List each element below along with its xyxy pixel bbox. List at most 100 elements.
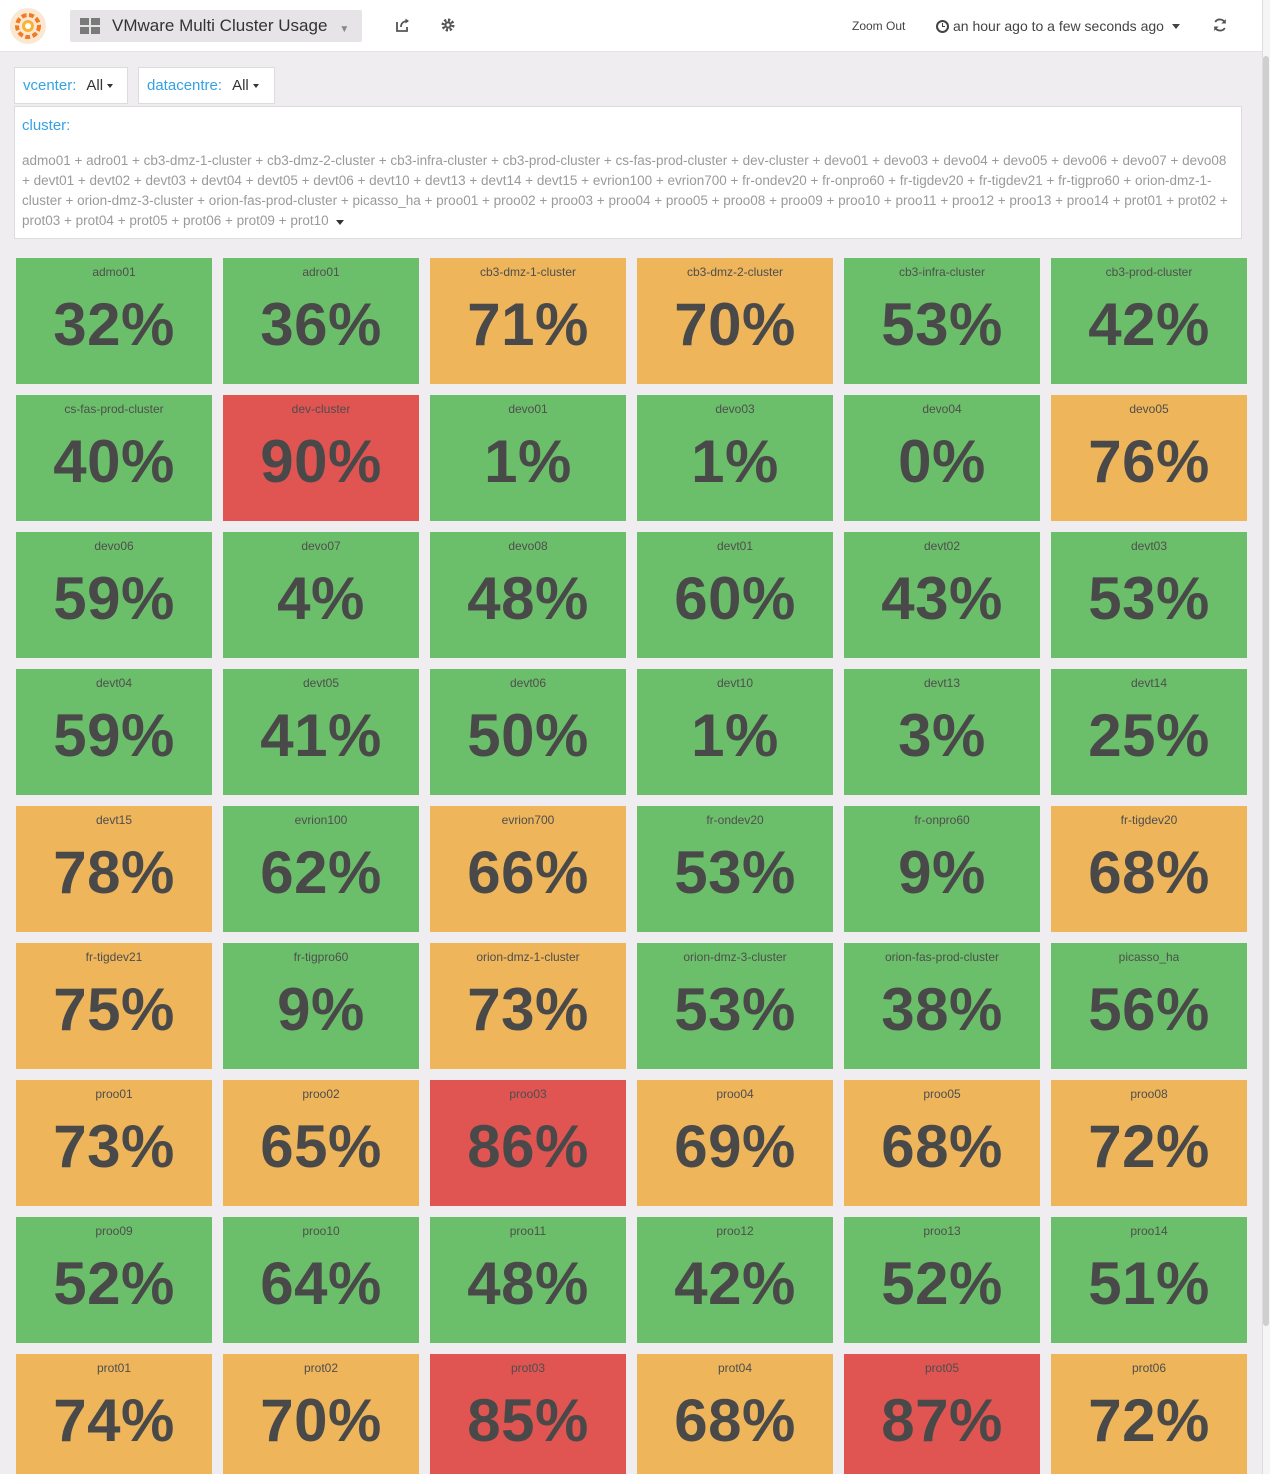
panel-title[interactable]: fr-ondev20: [706, 813, 764, 827]
singlestat-panel[interactable]: fr-ondev20 53%: [637, 806, 833, 932]
panel-title[interactable]: cb3-prod-cluster: [1105, 265, 1193, 279]
panel-title[interactable]: devt05: [302, 676, 340, 690]
singlestat-panel[interactable]: proo09 52%: [16, 1217, 212, 1343]
panel-title[interactable]: prot02: [303, 1361, 339, 1375]
panel-title[interactable]: proo12: [716, 1224, 754, 1238]
panel-title[interactable]: cs-fas-prod-cluster: [64, 402, 164, 416]
panel-title[interactable]: devo01: [508, 402, 548, 416]
panel-title[interactable]: proo13: [923, 1224, 961, 1238]
singlestat-panel[interactable]: fr-tigdev21 75%: [16, 943, 212, 1069]
share-button[interactable]: [392, 14, 414, 36]
panel-title[interactable]: devo07: [301, 539, 341, 553]
singlestat-panel[interactable]: fr-tigpro60 9%: [223, 943, 419, 1069]
singlestat-panel[interactable]: cb3-dmz-2-cluster 70%: [637, 258, 833, 384]
panel-title[interactable]: proo05: [923, 1087, 961, 1101]
singlestat-panel[interactable]: prot02 70%: [223, 1354, 419, 1474]
singlestat-panel[interactable]: proo03 86%: [430, 1080, 626, 1206]
panel-title[interactable]: dev-cluster: [291, 402, 351, 416]
singlestat-panel[interactable]: devt05 41%: [223, 669, 419, 795]
singlestat-panel[interactable]: orion-fas-prod-cluster 38%: [844, 943, 1040, 1069]
panel-title[interactable]: adro01: [302, 265, 340, 279]
panel-title[interactable]: devo08: [508, 539, 548, 553]
panel-title[interactable]: proo11: [509, 1224, 547, 1238]
singlestat-panel[interactable]: proo02 65%: [223, 1080, 419, 1206]
panel-title[interactable]: devt01: [716, 539, 754, 553]
panel-title[interactable]: evrion100: [294, 813, 348, 827]
singlestat-panel[interactable]: proo04 69%: [637, 1080, 833, 1206]
datacentre-variable[interactable]: datacentre: All: [138, 67, 275, 104]
panel-title[interactable]: orion-fas-prod-cluster: [884, 950, 1000, 964]
singlestat-panel[interactable]: prot01 74%: [16, 1354, 212, 1474]
singlestat-panel[interactable]: cb3-prod-cluster 42%: [1051, 258, 1247, 384]
singlestat-panel[interactable]: proo14 51%: [1051, 1217, 1247, 1343]
singlestat-panel[interactable]: adro01 36%: [223, 258, 419, 384]
time-range-picker[interactable]: an hour ago to a few seconds ago: [936, 18, 1180, 34]
singlestat-panel[interactable]: cb3-dmz-1-cluster 71%: [430, 258, 626, 384]
singlestat-panel[interactable]: devo07 4%: [223, 532, 419, 658]
cluster-value-list[interactable]: admo01 + adro01 + cb3-dmz-1-cluster + cb…: [22, 151, 1232, 231]
singlestat-panel[interactable]: dev-cluster 90%: [223, 395, 419, 521]
singlestat-panel[interactable]: devo04 0%: [844, 395, 1040, 521]
panel-title[interactable]: devt15: [95, 813, 133, 827]
panel-title[interactable]: fr-tigpro60: [293, 950, 349, 964]
dashboard-picker[interactable]: VMware Multi Cluster Usage ▼: [70, 10, 362, 42]
panel-title[interactable]: prot04: [717, 1361, 753, 1375]
panel-title[interactable]: devo05: [1129, 402, 1169, 416]
singlestat-panel[interactable]: prot04 68%: [637, 1354, 833, 1474]
panel-title[interactable]: cb3-infra-cluster: [898, 265, 986, 279]
singlestat-panel[interactable]: devt03 53%: [1051, 532, 1247, 658]
panel-title[interactable]: devo04: [922, 402, 962, 416]
singlestat-panel[interactable]: devo06 59%: [16, 532, 212, 658]
panel-title[interactable]: prot05: [924, 1361, 960, 1375]
singlestat-panel[interactable]: devt14 25%: [1051, 669, 1247, 795]
panel-title[interactable]: devt14: [1130, 676, 1168, 690]
panel-title[interactable]: fr-onpro60: [914, 813, 970, 827]
panel-title[interactable]: devo03: [715, 402, 755, 416]
panel-title[interactable]: prot01: [96, 1361, 132, 1375]
singlestat-panel[interactable]: cs-fas-prod-cluster 40%: [16, 395, 212, 521]
singlestat-panel[interactable]: devt04 59%: [16, 669, 212, 795]
singlestat-panel[interactable]: proo13 52%: [844, 1217, 1040, 1343]
singlestat-panel[interactable]: proo05 68%: [844, 1080, 1040, 1206]
panel-title[interactable]: proo14: [1130, 1224, 1168, 1238]
panel-title[interactable]: picasso_ha: [1118, 950, 1180, 964]
panel-title[interactable]: fr-tigdev20: [1120, 813, 1178, 827]
panel-title[interactable]: devt02: [923, 539, 961, 553]
singlestat-panel[interactable]: fr-tigdev20 68%: [1051, 806, 1247, 932]
panel-title[interactable]: cb3-dmz-2-cluster: [686, 265, 784, 279]
scrollbar-thumb[interactable]: [1263, 56, 1269, 1326]
panel-title[interactable]: devt04: [95, 676, 133, 690]
singlestat-panel[interactable]: devt06 50%: [430, 669, 626, 795]
panel-title[interactable]: proo10: [302, 1224, 340, 1238]
singlestat-panel[interactable]: admo01 32%: [16, 258, 212, 384]
panel-title[interactable]: proo08: [1130, 1087, 1168, 1101]
vcenter-variable[interactable]: vcenter: All: [14, 67, 128, 104]
panel-title[interactable]: proo03: [509, 1087, 547, 1101]
panel-title[interactable]: orion-dmz-1-cluster: [476, 950, 580, 964]
singlestat-panel[interactable]: devt10 1%: [637, 669, 833, 795]
settings-button[interactable]: [437, 14, 459, 36]
singlestat-panel[interactable]: picasso_ha 56%: [1051, 943, 1247, 1069]
cluster-variable[interactable]: cluster: admo01 + adro01 + cb3-dmz-1-clu…: [14, 106, 1242, 239]
singlestat-panel[interactable]: devo05 76%: [1051, 395, 1247, 521]
panel-title[interactable]: devt13: [923, 676, 961, 690]
singlestat-panel[interactable]: prot06 72%: [1051, 1354, 1247, 1474]
singlestat-panel[interactable]: prot05 87%: [844, 1354, 1040, 1474]
panel-title[interactable]: fr-tigdev21: [85, 950, 143, 964]
singlestat-panel[interactable]: devt13 3%: [844, 669, 1040, 795]
panel-title[interactable]: proo09: [95, 1224, 133, 1238]
panel-title[interactable]: proo01: [95, 1087, 133, 1101]
panel-title[interactable]: evrion700: [501, 813, 555, 827]
singlestat-panel[interactable]: devt15 78%: [16, 806, 212, 932]
panel-title[interactable]: devt06: [509, 676, 547, 690]
singlestat-panel[interactable]: devo08 48%: [430, 532, 626, 658]
panel-title[interactable]: prot03: [510, 1361, 546, 1375]
panel-title[interactable]: proo04: [716, 1087, 754, 1101]
singlestat-panel[interactable]: proo11 48%: [430, 1217, 626, 1343]
singlestat-panel[interactable]: prot03 85%: [430, 1354, 626, 1474]
panel-title[interactable]: admo01: [92, 265, 136, 279]
panel-title[interactable]: cb3-dmz-1-cluster: [479, 265, 577, 279]
singlestat-panel[interactable]: proo12 42%: [637, 1217, 833, 1343]
singlestat-panel[interactable]: devo01 1%: [430, 395, 626, 521]
singlestat-panel[interactable]: proo10 64%: [223, 1217, 419, 1343]
